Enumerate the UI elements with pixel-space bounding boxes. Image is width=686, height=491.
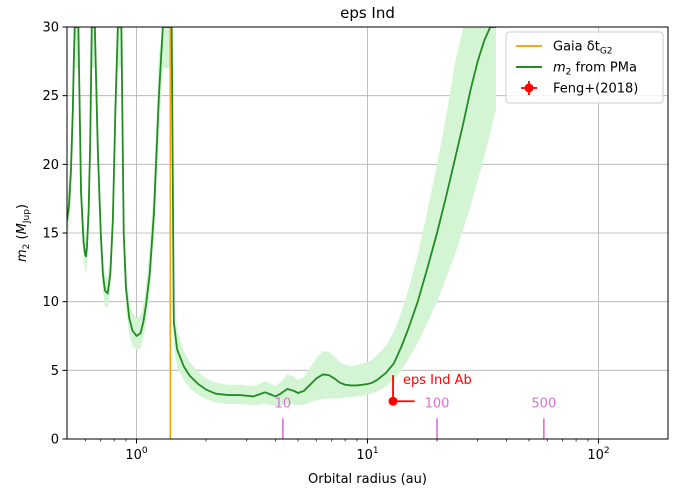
legend-box (505, 31, 664, 104)
x-tick-exponent: 0 (142, 446, 148, 456)
x-tick-exponent: 2 (604, 446, 610, 456)
x-tick-base: 10 (125, 448, 142, 463)
legend-label-text: Gaia δt (553, 40, 600, 55)
y-tick-label: 10 (42, 295, 59, 310)
legend-label: m2 from PMa (553, 61, 637, 78)
legend-label-text: m (553, 61, 566, 76)
legend-label-text: Feng+(2018) (553, 82, 638, 97)
y-tick-label: 20 (42, 158, 59, 173)
legend-marker-point (524, 83, 534, 93)
x-tick-exponent: 1 (373, 446, 379, 456)
x-tick-label: 100 (125, 446, 148, 463)
legend-label: Feng+(2018) (553, 82, 638, 97)
y-axis: 0 5 10 15 20 25 30 (42, 21, 67, 448)
y-tick-label: 15 (42, 227, 59, 242)
y-tick-label: 30 (42, 21, 59, 36)
x-axis-label: Orbital radius (au) (308, 472, 427, 487)
x-tick-base: 10 (587, 448, 604, 463)
data-point-label: eps Ind Ab (403, 373, 472, 388)
data-point-marker (388, 396, 398, 406)
legend-label: Gaia δtG2 (553, 40, 613, 57)
chart-title: eps Ind (340, 4, 395, 22)
series-line-m2-from-pma (67, 27, 496, 398)
x-axis: 100 101 102 (84, 439, 610, 463)
period-label: 500 (531, 396, 556, 411)
x-tick-base: 10 (356, 448, 373, 463)
x-tick-label: 102 (587, 446, 609, 463)
y-axis-label: m2 (MJup) (15, 204, 32, 262)
period-label: 100 (425, 396, 450, 411)
annotation-ticks: 10 100 500 (275, 396, 556, 439)
y-tick-label: 25 (42, 89, 59, 104)
x-tick-label: 101 (356, 446, 378, 463)
legend-label-subscript: G2 (600, 47, 613, 57)
legend: Gaia δtG2 m2 from PMa Feng+(2018) (505, 31, 664, 104)
y-tick-label: 5 (51, 364, 59, 379)
period-label: 10 (275, 396, 292, 411)
data-points: eps Ind Ab (388, 373, 472, 406)
legend-label-subscript: 2 (566, 68, 572, 78)
y-tick-label: 0 (51, 433, 59, 448)
legend-label-suffix: from PMa (571, 61, 637, 76)
